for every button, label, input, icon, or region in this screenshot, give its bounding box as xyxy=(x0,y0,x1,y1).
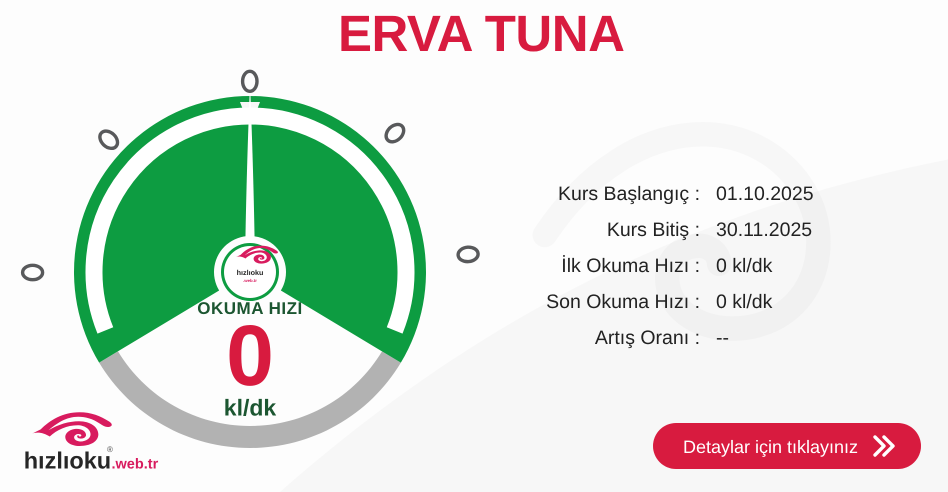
svg-text:0 kl/dk: 0 kl/dk xyxy=(716,291,773,313)
svg-text:ERVA TUNA: ERVA TUNA xyxy=(338,5,624,62)
svg-text:®: ® xyxy=(107,445,113,454)
svg-text:01.10.2025: 01.10.2025 xyxy=(716,183,814,205)
svg-text:kl/dk: kl/dk xyxy=(224,395,277,421)
svg-text:Artış Oranı :: Artış Oranı : xyxy=(595,327,700,349)
svg-text:30.11.2025: 30.11.2025 xyxy=(716,219,812,241)
svg-text:--: -- xyxy=(716,327,729,349)
svg-text:Kurs Bitiş :: Kurs Bitiş : xyxy=(607,219,700,241)
svg-text:Detaylar için tıklayınız: Detaylar için tıklayınız xyxy=(683,437,858,457)
svg-text:0: 0 xyxy=(226,308,274,404)
svg-text:.web.tr: .web.tr xyxy=(243,278,257,283)
svg-text:hızlıoku: hızlıoku xyxy=(24,448,111,474)
svg-text:Kurs Başlangıç :: Kurs Başlangıç : xyxy=(558,183,700,205)
svg-text:.web.tr: .web.tr xyxy=(112,457,159,473)
svg-text:0 kl/dk: 0 kl/dk xyxy=(716,255,773,277)
svg-text:hızlıoku: hızlıoku xyxy=(237,268,264,277)
svg-text:İlk Okuma Hızı :: İlk Okuma Hızı : xyxy=(561,255,700,277)
svg-text:Son Okuma Hızı :: Son Okuma Hızı : xyxy=(546,291,700,313)
